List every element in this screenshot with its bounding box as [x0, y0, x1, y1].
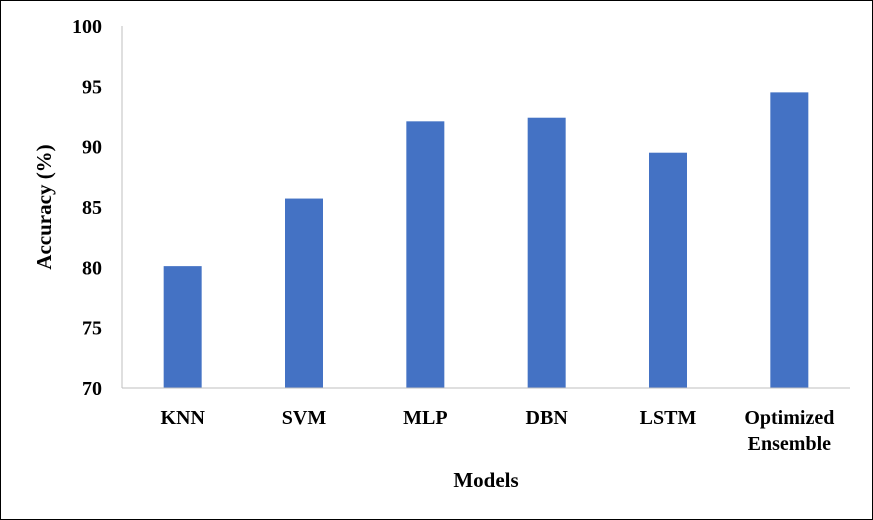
bar-svm [285, 198, 323, 388]
bar-mlp [406, 121, 445, 389]
x-tick-label: MLP [403, 407, 447, 429]
y-axis-title: Accuracy (%) [32, 144, 56, 269]
y-tick-label: 95 [82, 76, 102, 98]
y-tick-label: 75 [82, 318, 102, 340]
bar-optimized-ensemble [770, 92, 809, 388]
x-axis-title: Models [453, 468, 518, 492]
x-tick-label-line: Optimized [744, 407, 834, 429]
x-tick-label-line: DBN [526, 407, 569, 429]
y-tick-label: 100 [72, 16, 102, 38]
x-tick-label-line: SVM [282, 407, 327, 429]
x-tick-label: DBN [526, 407, 569, 429]
x-tick-label: LSTM [640, 407, 697, 429]
bars [163, 92, 809, 389]
x-tick-label: SVM [282, 407, 327, 429]
x-tick-label: Optimized Ensemble [744, 407, 834, 455]
x-tick-label-line: KNN [160, 407, 205, 429]
x-tick-label-line: MLP [403, 407, 447, 429]
x-tick-label-line: Ensemble [748, 433, 831, 455]
bar-knn [163, 266, 202, 388]
y-tick-label: 70 [82, 378, 102, 400]
y-tick-label: 80 [82, 257, 102, 279]
y-axis-ticks: 70 75 80 85 90 95 100 [72, 16, 102, 400]
x-axis-category-labels: KNN SVM MLP DBN LSTM Optimized Ensemble [160, 407, 834, 455]
bar-lstm [649, 152, 687, 388]
y-tick-label: 85 [82, 197, 102, 219]
x-tick-label: KNN [160, 407, 205, 429]
y-tick-label: 90 [82, 137, 102, 159]
bar-dbn [527, 117, 566, 388]
x-tick-label-line: LSTM [640, 407, 697, 429]
